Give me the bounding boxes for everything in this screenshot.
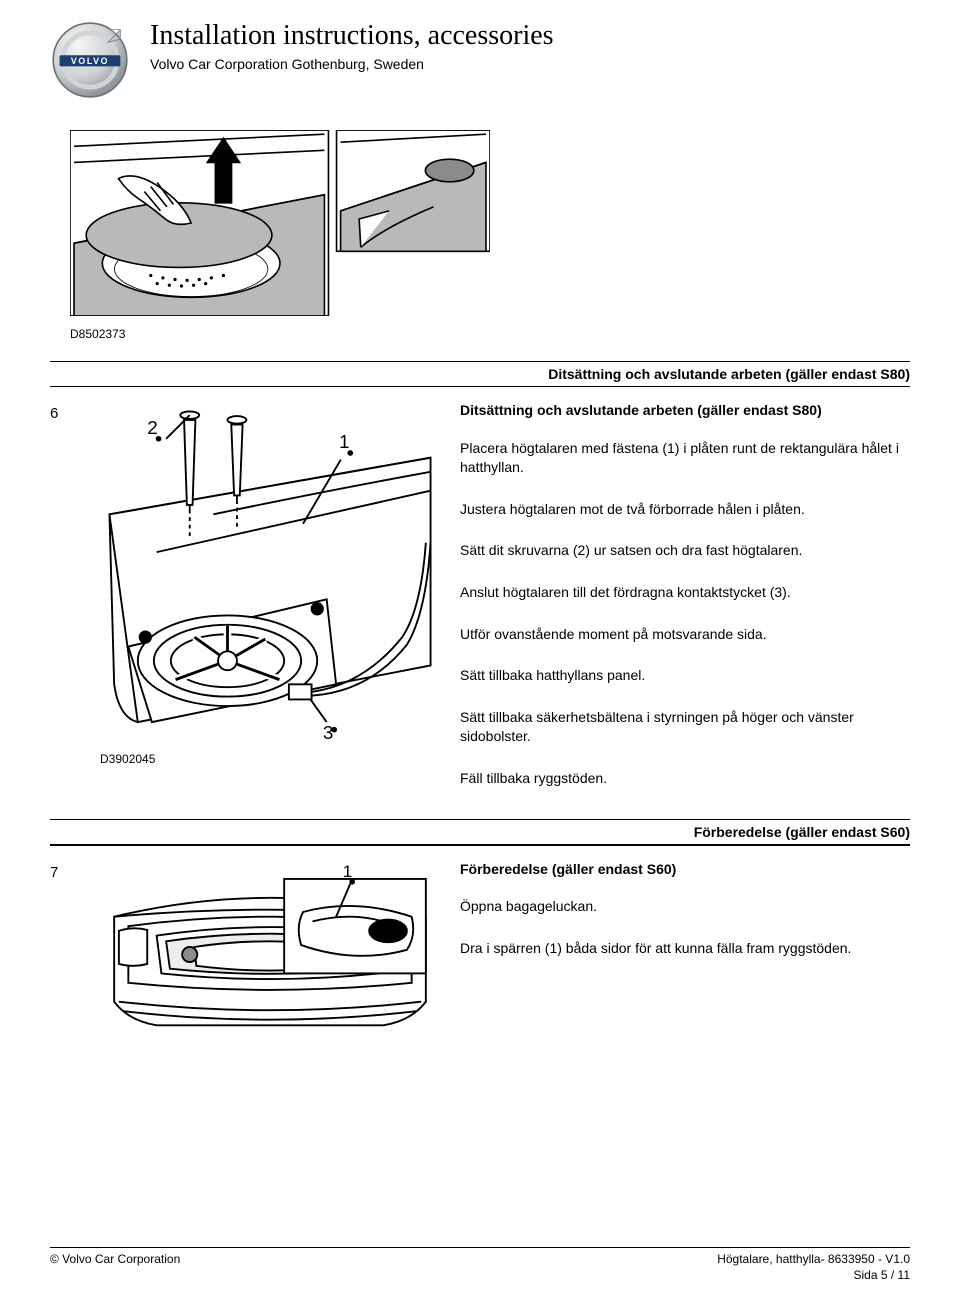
paragraph: Sätt dit skruvarna (2) ur satsen och dra… [460,541,910,561]
paragraph: Öppna bagageluckan. [460,897,910,917]
step-number: 7 [50,860,80,881]
document-subtitle: Volvo Car Corporation Gothenburg, Sweden [150,56,554,72]
figure-step7: 1 [100,860,440,1054]
divider [50,819,910,820]
document-title: Installation instructions, accessories [150,20,554,52]
svg-text:2: 2 [147,418,158,439]
step-text: Förberedelse (gäller endast S60) Öppna b… [460,860,910,981]
paragraph: Fäll tillbaka ryggstöden. [460,769,910,789]
page-footer: © Volvo Car Corporation Högtalare, hatth… [50,1247,910,1282]
paragraph: Sätt tillbaka hatthyllans panel. [460,666,910,686]
svg-text:3: 3 [323,723,334,741]
document-header: VOLVO Installation instructions, accesso… [50,20,910,100]
header-text: Installation instructions, accessories V… [150,20,554,72]
figure-d8502373: D8502373 [70,130,910,341]
paragraph: Placera högtalaren med fästena (1) i plå… [460,439,910,478]
figure-d3902045: 1 2 3 D3902045 [100,401,440,786]
step-6: 6 [50,391,910,811]
section-heading: Förberedelse (gäller endast S60) [50,824,910,840]
step-7: 7 [50,850,910,1054]
footer-page-number: Sida 5 / 11 [50,1268,910,1282]
divider [50,844,910,846]
section-heading: Ditsättning och avslutande arbeten (gäll… [50,366,910,382]
svg-text:1: 1 [339,432,350,453]
volvo-logo: VOLVO [50,20,130,100]
svg-text:1: 1 [343,862,352,881]
svg-text:VOLVO: VOLVO [71,56,109,66]
step-text: Ditsättning och avslutande arbeten (gäll… [460,401,910,811]
figure-id: D8502373 [70,327,910,341]
paragraph: Justera högtalaren mot de två förborrade… [460,500,910,520]
footer-docref: Högtalare, hatthylla- 8633950 - V1.0 [717,1252,910,1266]
paragraph: Sätt tillbaka säkerhetsbältena i styrnin… [460,708,910,747]
divider [50,386,910,387]
figure-id: D3902045 [100,752,440,766]
paragraph: Dra i spärren (1) båda sidor för att kun… [460,939,910,959]
paragraph: Utför ovanstående moment på motsvarande … [460,625,910,645]
paragraph: Anslut högtalaren till det fördragna kon… [460,583,910,603]
step-subheading: Ditsättning och avslutande arbeten (gäll… [460,401,910,421]
page: VOLVO Installation instructions, accesso… [0,0,960,1302]
step-number: 6 [50,401,80,422]
footer-copyright: © Volvo Car Corporation [50,1252,180,1266]
step-subheading: Förberedelse (gäller endast S60) [460,860,910,880]
divider [50,361,910,362]
